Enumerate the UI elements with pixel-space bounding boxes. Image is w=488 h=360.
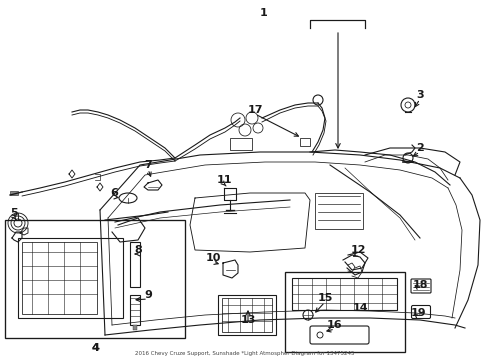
Bar (10, 191, 18, 195)
Bar (130, 242, 140, 287)
Bar (130, 295, 140, 325)
Text: 3: 3 (415, 90, 423, 100)
Bar (18, 238, 123, 318)
Text: 5: 5 (10, 208, 18, 218)
Text: 19: 19 (409, 308, 425, 318)
Text: 1: 1 (260, 8, 267, 18)
Text: 2: 2 (415, 143, 423, 153)
Text: 16: 16 (326, 320, 342, 330)
Text: 10: 10 (205, 253, 220, 263)
Bar (285, 272, 404, 352)
Bar (22, 242, 97, 314)
Text: 8: 8 (134, 245, 142, 255)
Text: 13: 13 (240, 315, 255, 325)
Bar (229, 138, 251, 150)
Text: 15: 15 (317, 293, 332, 303)
Bar (291, 278, 396, 310)
Bar (218, 295, 275, 335)
Bar (314, 193, 362, 229)
Text: 14: 14 (351, 303, 367, 313)
Text: 7: 7 (144, 160, 152, 170)
Text: 12: 12 (349, 245, 365, 255)
Text: 2016 Chevy Cruze Support, Sunshade *Light Atmospher Diagram for 13475245: 2016 Chevy Cruze Support, Sunshade *Ligh… (135, 351, 353, 356)
Text: 6: 6 (110, 188, 118, 198)
Bar (133, 325, 137, 330)
Text: 4: 4 (91, 343, 99, 353)
Text: 11: 11 (216, 175, 231, 185)
Text: 9: 9 (144, 290, 152, 300)
Text: 4: 4 (91, 343, 99, 353)
Bar (222, 298, 271, 332)
Text: 17: 17 (247, 105, 262, 115)
Bar (299, 138, 309, 146)
Bar (5, 220, 184, 338)
Text: 18: 18 (411, 280, 427, 290)
